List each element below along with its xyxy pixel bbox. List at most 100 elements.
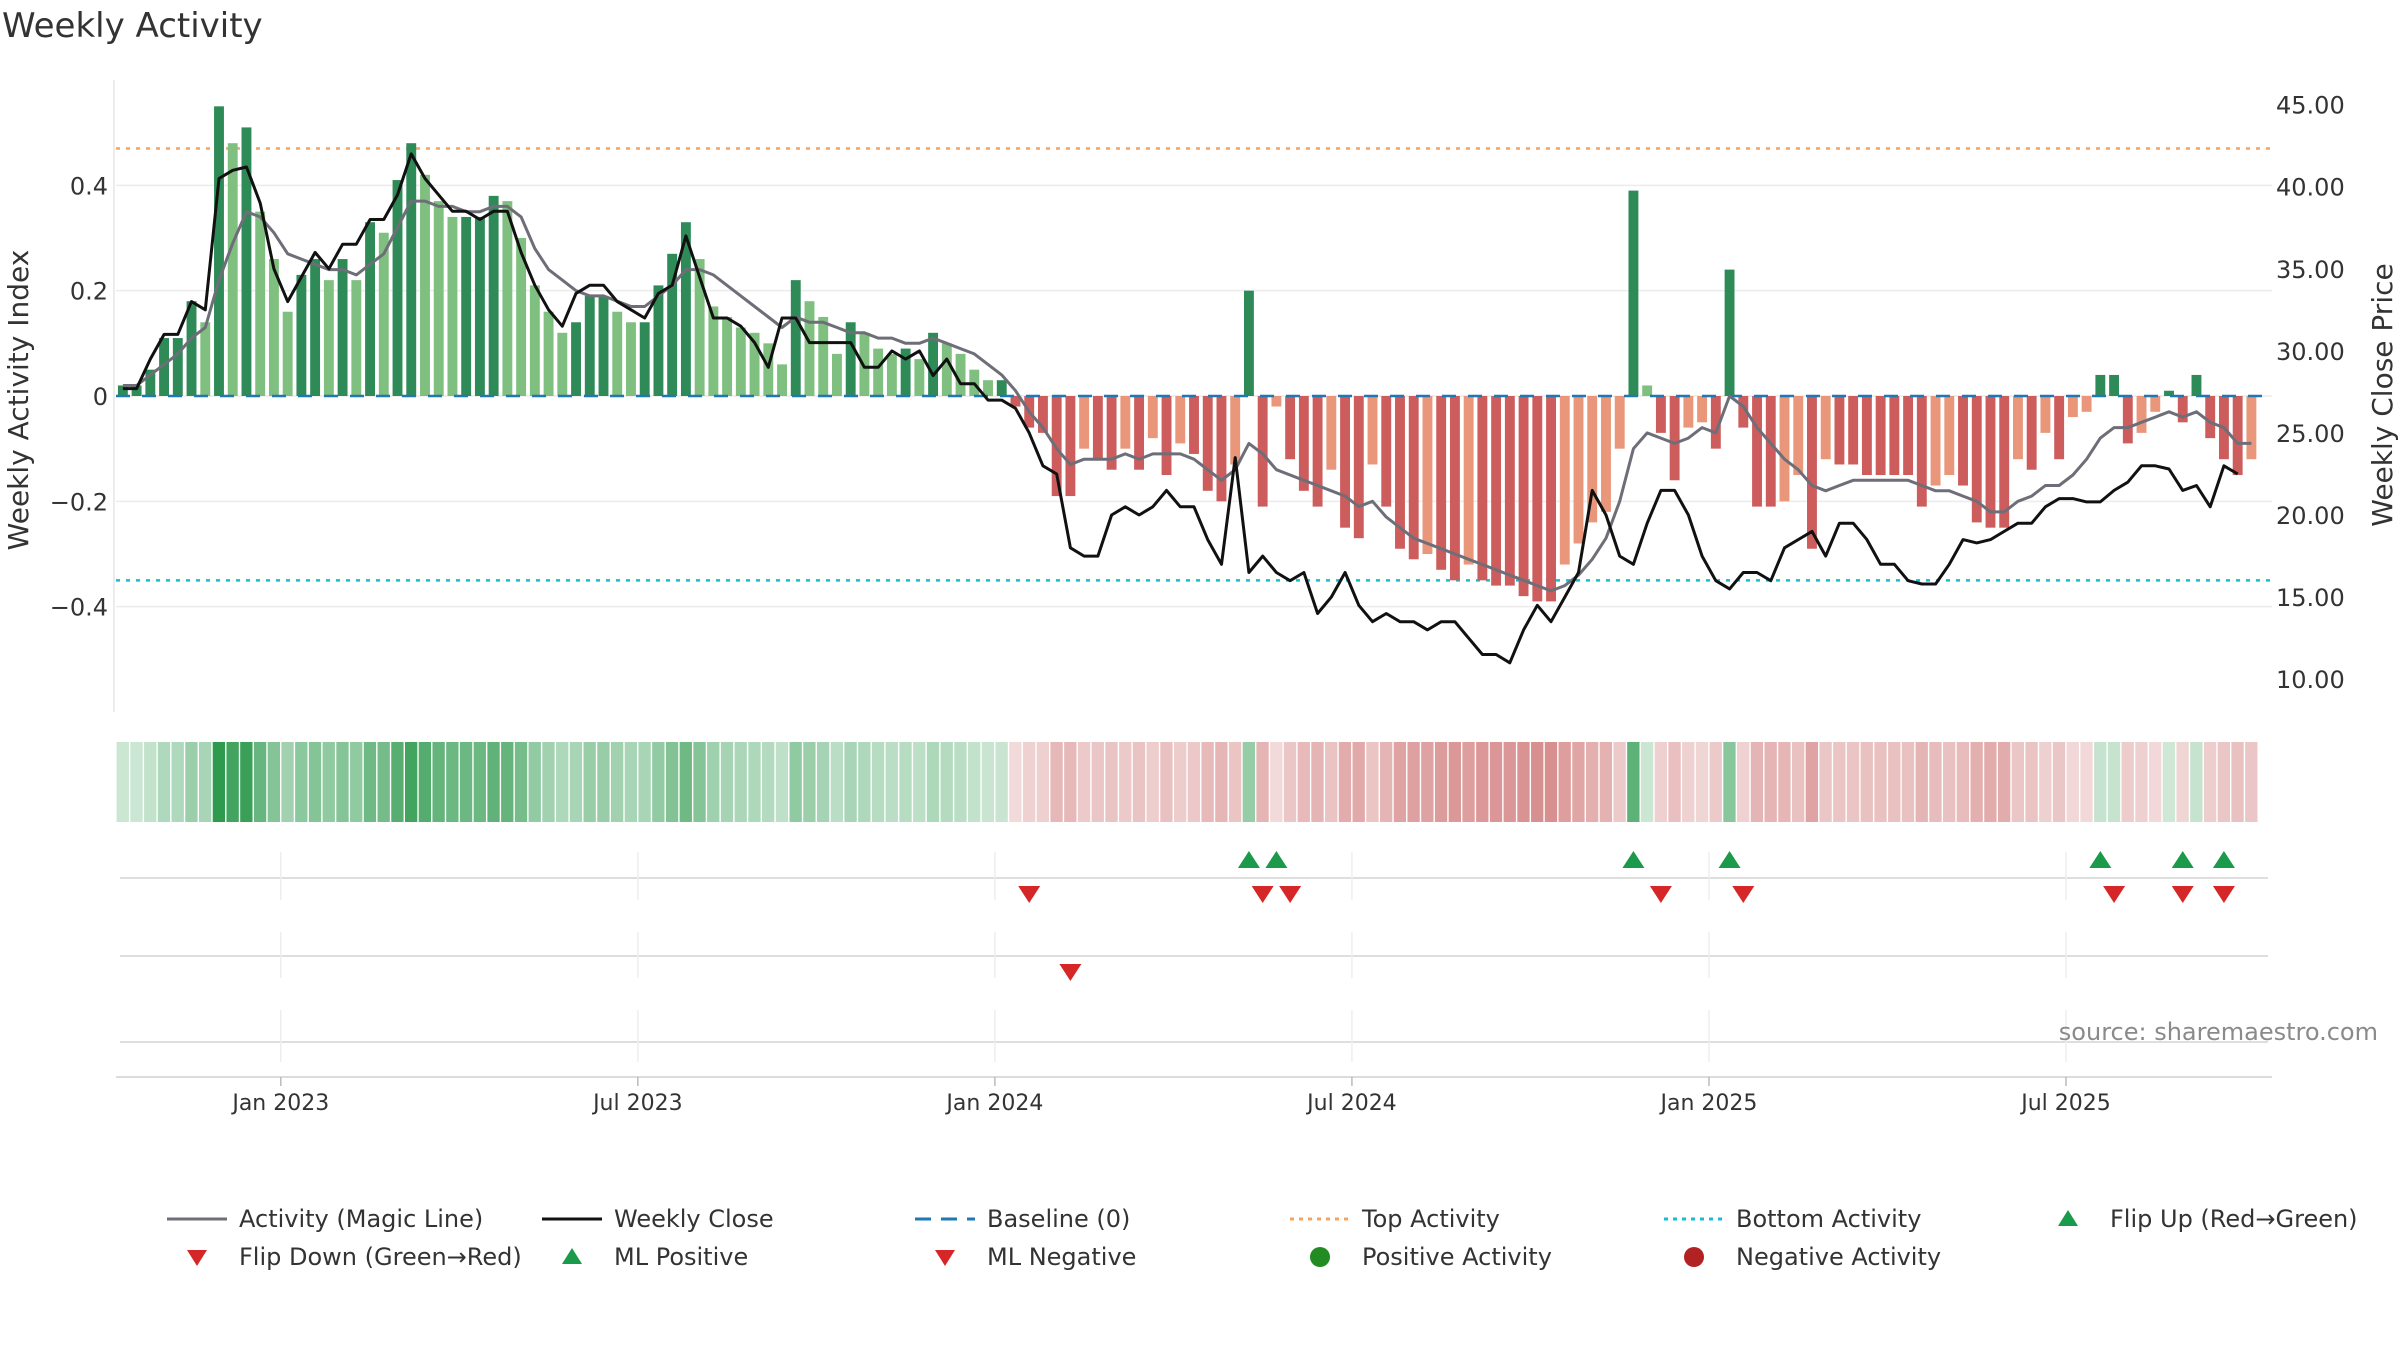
activity-bar bbox=[2205, 396, 2216, 439]
activity-bar bbox=[1092, 396, 1103, 460]
strip-cell bbox=[253, 742, 267, 822]
activity-bar bbox=[461, 216, 472, 396]
activity-bar bbox=[955, 353, 966, 396]
strip-cell bbox=[1270, 742, 1283, 822]
activity-bar bbox=[1202, 396, 1213, 491]
activity-bar bbox=[392, 180, 403, 396]
y2-tick-label: 30.00 bbox=[2276, 338, 2345, 366]
x-tick-label: Jul 2025 bbox=[2019, 1091, 2111, 1116]
flip-down-marker bbox=[2103, 886, 2126, 903]
strip-cell bbox=[1805, 742, 1819, 822]
ml-negative-marker bbox=[1059, 964, 1082, 981]
activity-bar bbox=[1532, 396, 1543, 602]
strip-cell bbox=[926, 742, 940, 822]
strip-cell bbox=[2094, 742, 2107, 822]
activity-bar bbox=[983, 380, 993, 396]
strip-cell bbox=[144, 742, 157, 822]
strip-cell bbox=[432, 742, 445, 822]
activity-bar bbox=[1491, 396, 1502, 586]
y2-tick-label: 15.00 bbox=[2276, 584, 2345, 612]
activity-bar bbox=[790, 280, 801, 396]
flip-up-marker bbox=[1237, 851, 1260, 868]
activity-bar bbox=[1889, 396, 1900, 475]
strip-cell bbox=[830, 742, 844, 822]
legend-item-ml-positive: ML Positive bbox=[540, 1243, 748, 1271]
activity-bar bbox=[2054, 396, 2065, 460]
strip-cell bbox=[1997, 742, 2011, 822]
activity-bar bbox=[2040, 396, 2051, 433]
activity-bar bbox=[653, 285, 664, 396]
legend-label: Activity (Magic Line) bbox=[239, 1205, 484, 1233]
activity-bar bbox=[1340, 396, 1351, 528]
strip-cell bbox=[1572, 742, 1585, 822]
strip-cell bbox=[185, 742, 198, 822]
activity-bar bbox=[1601, 396, 1611, 512]
activity-bar bbox=[886, 353, 897, 396]
strip-cell bbox=[610, 742, 624, 822]
strip-cell bbox=[1050, 742, 1063, 822]
activity-bar bbox=[1985, 396, 1996, 528]
strip-cell bbox=[871, 742, 885, 822]
activity-bar bbox=[282, 311, 293, 396]
x-tick-label: Jul 2023 bbox=[591, 1091, 683, 1116]
activity-bar bbox=[914, 359, 925, 396]
activity-bar bbox=[1381, 396, 1392, 507]
legend-item-negative-activity: Negative Activity bbox=[1662, 1243, 1941, 1271]
activity-bar bbox=[310, 259, 321, 396]
strip-cell bbox=[350, 742, 363, 822]
strip-cell bbox=[734, 742, 747, 822]
y2-tick-label: 10.00 bbox=[2276, 666, 2345, 694]
activity-bar bbox=[172, 338, 183, 396]
activity-bar bbox=[2081, 396, 2092, 412]
activity-bar bbox=[1903, 396, 1914, 475]
strip-cell bbox=[1393, 742, 1407, 822]
activity-bar bbox=[1147, 396, 1158, 439]
activity-bar bbox=[1449, 396, 1460, 581]
legend-item-ml-negative: ML Negative bbox=[913, 1243, 1136, 1271]
activity-bar bbox=[1134, 396, 1145, 470]
strip-cell bbox=[1462, 742, 1475, 822]
activity-bar bbox=[1999, 396, 2010, 528]
strip-cell bbox=[377, 742, 390, 822]
strip-cell bbox=[1489, 742, 1503, 822]
strip-cell bbox=[844, 742, 857, 822]
activity-bar bbox=[1518, 396, 1529, 597]
activity-bar bbox=[1669, 396, 1680, 481]
activity-bar bbox=[1010, 396, 1021, 407]
strip-cell bbox=[1132, 742, 1146, 822]
activity-bar bbox=[1861, 396, 1872, 475]
activity-bar bbox=[1642, 385, 1653, 396]
strip-cell bbox=[2039, 742, 2052, 822]
strip-cell bbox=[1311, 742, 1324, 822]
flip-up-marker bbox=[1265, 851, 1288, 868]
legend-label: Negative Activity bbox=[1736, 1243, 1942, 1271]
strip-cell bbox=[2203, 742, 2217, 822]
y-tick-label: −0.4 bbox=[50, 594, 108, 622]
x-axis: Jan 2023 Jul 2023 Jan 2024 Jul 2024 Jan 2025… bbox=[116, 1076, 2272, 1116]
strip-cell bbox=[542, 742, 555, 822]
strip-cell bbox=[2135, 742, 2148, 822]
x-tick-label: Jan 2023 bbox=[230, 1091, 329, 1116]
strip-cell bbox=[556, 742, 569, 822]
strip-cell bbox=[2052, 742, 2066, 822]
legend-item-bottom-activity: Bottom Activity bbox=[1662, 1205, 1921, 1233]
strip-cell bbox=[748, 742, 761, 822]
activity-bars bbox=[117, 106, 2257, 602]
strip-cell bbox=[679, 742, 692, 822]
strip-cell bbox=[1517, 742, 1530, 822]
activity-bar bbox=[2013, 396, 2023, 460]
strip-cell bbox=[1791, 742, 1805, 822]
y2-tick-label: 25.00 bbox=[2276, 420, 2345, 448]
flip-down-marker bbox=[1018, 886, 1041, 903]
strip-cell bbox=[2011, 742, 2025, 822]
flip-up-marker bbox=[2089, 851, 2112, 868]
activity-bar bbox=[1848, 396, 1859, 465]
activity-bar bbox=[1820, 396, 1831, 460]
strip-cell bbox=[336, 742, 349, 822]
strip-cell bbox=[762, 742, 775, 822]
activity-bar bbox=[1408, 396, 1419, 560]
activity-bar bbox=[557, 332, 568, 396]
legend-item-flip-up: Flip Up (Red→Green) bbox=[2036, 1205, 2358, 1233]
activity-bar bbox=[1834, 396, 1845, 465]
strip-cell bbox=[1338, 742, 1352, 822]
